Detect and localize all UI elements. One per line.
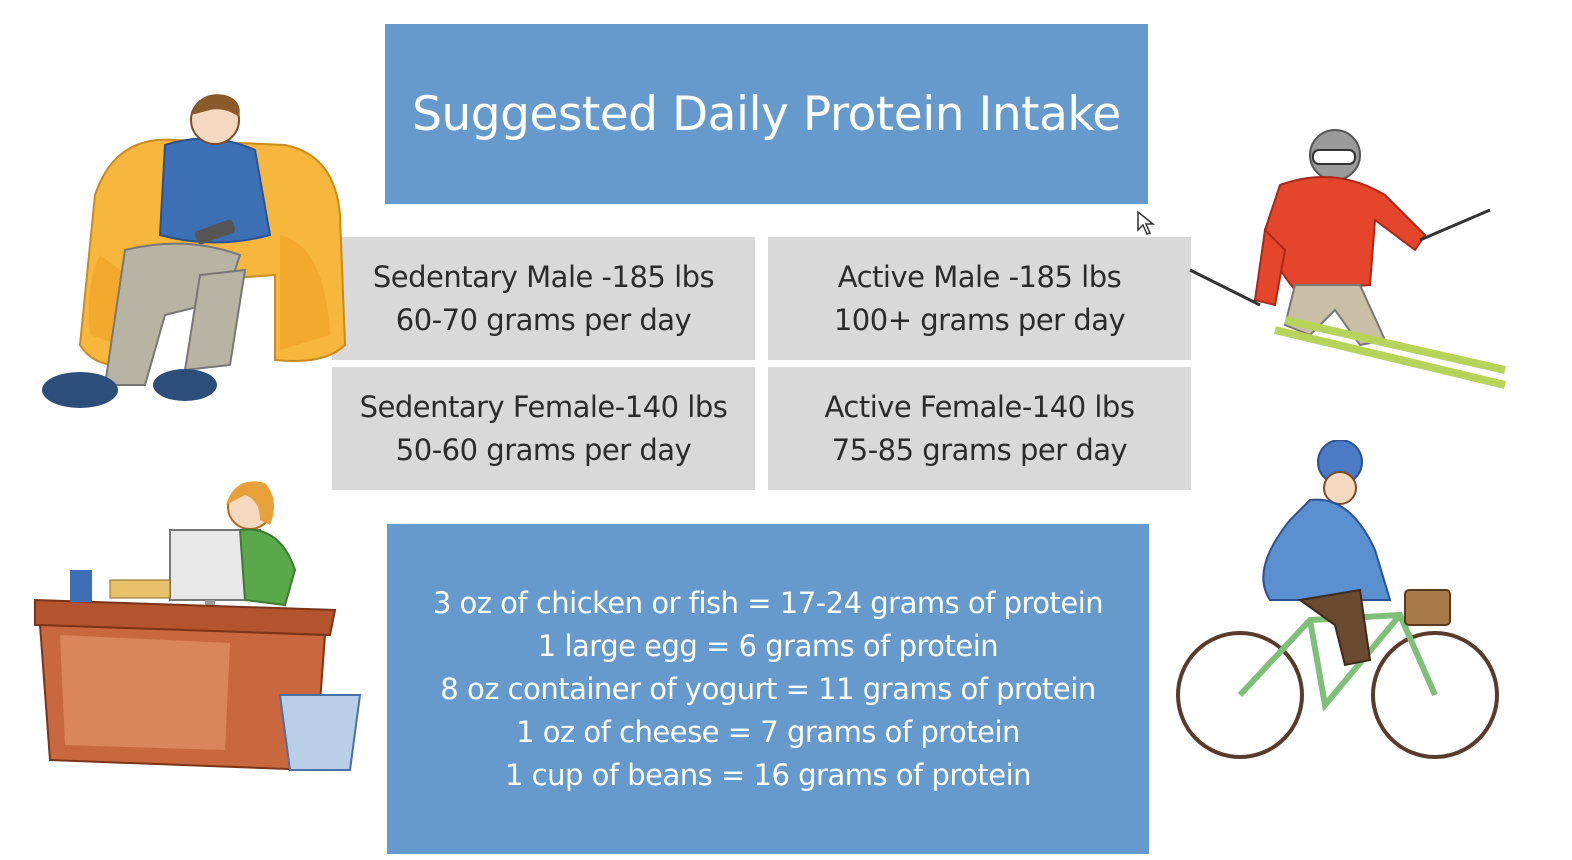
page-title: Suggested Daily Protein Intake (412, 86, 1121, 142)
woman-at-desk-illustration (34, 481, 362, 772)
category-cell-sedentary-male: Sedentary Male -185 lbs 60-70 grams per … (332, 237, 755, 360)
category-cell-active-female: Active Female-140 lbs 75-85 grams per da… (768, 367, 1191, 490)
category-label: Sedentary Female-140 lbs (359, 389, 728, 424)
fact-line: 3 oz of chicken or fish = 17-24 grams of… (432, 585, 1104, 620)
category-value: 75-85 grams per day (831, 432, 1128, 467)
cyclist-illustration (1176, 440, 1499, 759)
fact-line: 1 large egg = 6 grams of protein (537, 628, 999, 663)
fact-line: 1 oz of cheese = 7 grams of protein (516, 714, 1020, 749)
skier-illustration (1189, 129, 1506, 389)
category-cell-active-male: Active Male -185 lbs 100+ grams per day (768, 237, 1191, 360)
category-cell-sedentary-female: Sedentary Female-140 lbs 50-60 grams per… (332, 367, 755, 490)
man-in-armchair-illustration (42, 94, 347, 408)
fact-line: 8 oz container of yogurt = 11 grams of p… (440, 671, 1096, 706)
category-label: Sedentary Male -185 lbs (372, 259, 715, 294)
category-label: Active Male -185 lbs (837, 259, 1122, 294)
category-label: Active Female-140 lbs (824, 389, 1135, 424)
category-value: 50-60 grams per day (395, 432, 692, 467)
category-value: 60-70 grams per day (395, 302, 692, 337)
mouse-cursor-icon (1137, 210, 1156, 235)
title-banner: Suggested Daily Protein Intake (385, 24, 1148, 204)
fact-line: 1 cup of beans = 16 grams of protein (504, 757, 1032, 792)
protein-facts-box: 3 oz of chicken or fish = 17-24 grams of… (387, 524, 1149, 854)
category-value: 100+ grams per day (833, 302, 1126, 337)
